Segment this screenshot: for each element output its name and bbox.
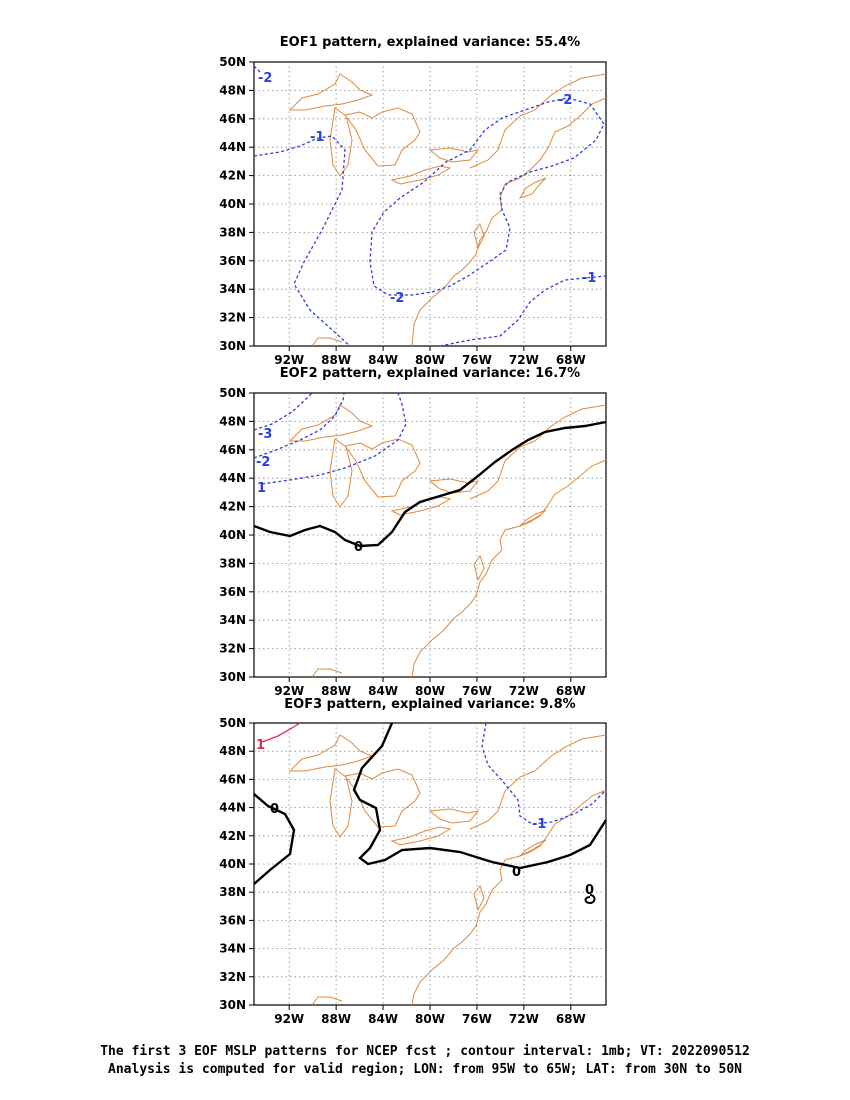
contour-label: -2 — [258, 71, 272, 86]
contour-label: 0 — [354, 540, 363, 555]
longitude-tick-label: 68W — [556, 1012, 586, 1026]
longitude-tick-label: 76W — [462, 353, 492, 367]
latitude-tick-label: 50N — [219, 716, 246, 730]
latitude-tick-label: 48N — [219, 414, 246, 428]
latitude-tick-label: 48N — [219, 744, 246, 758]
latitude-tick-label: 32N — [219, 311, 246, 325]
contour-label: -1 — [532, 817, 546, 832]
eof1-map: -2 -1 -2 -2 -1 30N 32N 34N 36N 38N 40N 42N 44N 4… — [219, 55, 607, 367]
longitude-tick-label: 88W — [321, 684, 351, 698]
figure-caption-line-2: Analysis is computed for valid region; L… — [108, 1062, 742, 1077]
contour-label: 0 — [585, 883, 594, 898]
coastline — [288, 404, 607, 678]
latitude-tick-label: 34N — [219, 613, 246, 627]
zero-contour-small-loop — [584, 894, 596, 905]
contour-label: 1 — [256, 738, 265, 753]
contour-lines — [253, 722, 608, 885]
latitude-tick-label: 46N — [219, 772, 246, 786]
longitude-tick-label: 92W — [274, 353, 304, 367]
latitude-tick-label: 38N — [219, 885, 246, 899]
latitude-tick-label: 50N — [219, 55, 246, 69]
longitude-tick-label: 68W — [556, 684, 586, 698]
longitude-tick-label: 88W — [321, 353, 351, 367]
longitude-tick-label: 80W — [415, 353, 445, 367]
latitude-tick-label: 44N — [219, 140, 246, 154]
longitude-tick-label: 76W — [462, 684, 492, 698]
panel-3-title: EOF3 pattern, explained variance: 9.8% — [284, 697, 576, 712]
contour-labels: -2 -1 -2 -2 -1 — [258, 71, 596, 306]
latitude-tick-label: 38N — [219, 225, 246, 239]
contour-lines — [253, 392, 607, 548]
latitude-tick-label: 30N — [219, 339, 246, 353]
latitude-tick-label: 50N — [219, 386, 246, 400]
latitude-tick-label: 46N — [219, 443, 246, 457]
latitude-tick-label: 40N — [219, 197, 246, 211]
contour-label: -3 — [258, 427, 272, 442]
longitude-tick-label: 88W — [321, 1012, 351, 1026]
latitude-tick-label: 42N — [219, 500, 246, 514]
latitude-tick-label: 36N — [219, 585, 246, 599]
eof3-map: 1 0 0 -1 0 30N 32N 34N 36N 38N 40N 42N 44N 46N 48… — [219, 716, 608, 1026]
latitude-tick-label: 30N — [219, 670, 246, 684]
longitude-tick-label: 72W — [509, 1012, 539, 1026]
map-grid — [249, 722, 606, 1010]
latitude-tick-label: 44N — [219, 471, 246, 485]
longitude-tick-label: 84W — [368, 1012, 398, 1026]
longitude-labels: 92W 88W 84W 80W 76W 72W 68W — [274, 353, 586, 367]
longitude-tick-label: 72W — [509, 684, 539, 698]
latitude-tick-label: 40N — [219, 857, 246, 871]
latitude-tick-label: 44N — [219, 801, 246, 815]
longitude-labels: 92W 88W 84W 80W 76W 72W 68W — [274, 1012, 586, 1026]
contour-label: 0 — [512, 865, 521, 880]
latitude-tick-label: 34N — [219, 282, 246, 296]
latitude-labels: 30N 32N 34N 36N 38N 40N 42N 44N 46N 48N 50N — [219, 55, 246, 353]
eof2-map: -3 -2 1 0 30N 32N 34N 36N 38N 40N 42N 44N 46N 48N… — [219, 386, 607, 698]
longitude-tick-label: 92W — [274, 684, 304, 698]
coastline — [288, 73, 607, 347]
latitude-labels: 30N 32N 34N 36N 38N 40N 42N 44N 46N 48N 50N — [219, 716, 246, 1012]
latitude-tick-label: 46N — [219, 112, 246, 126]
panel-1-title: EOF1 pattern, explained variance: 55.4% — [279, 35, 581, 50]
longitude-tick-label: 68W — [556, 353, 586, 367]
longitude-tick-label: 84W — [368, 353, 398, 367]
coastline — [288, 734, 607, 1006]
latitude-tick-label: 48N — [219, 83, 246, 97]
longitude-labels: 92W 88W 84W 80W 76W 72W 68W — [274, 684, 586, 698]
latitude-tick-label: 30N — [219, 998, 246, 1012]
contour-label: -2 — [256, 455, 270, 470]
latitude-tick-label: 32N — [219, 970, 246, 984]
latitude-tick-label: 42N — [219, 169, 246, 183]
figure-caption-line-1: The first 3 EOF MSLP patterns for NCEP f… — [100, 1044, 750, 1059]
contour-labels: 1 0 0 -1 0 — [256, 738, 594, 898]
longitude-tick-label: 80W — [415, 1012, 445, 1026]
latitude-labels: 30N 32N 34N 36N 38N 40N 42N 44N 46N 48N 50N — [219, 386, 246, 684]
latitude-tick-label: 40N — [219, 528, 246, 542]
latitude-tick-label: 34N — [219, 942, 246, 956]
contour-lines — [253, 65, 607, 347]
latitude-tick-label: 36N — [219, 254, 246, 268]
longitude-tick-label: 92W — [274, 1012, 304, 1026]
longitude-tick-label: 84W — [368, 684, 398, 698]
contour-label: -2 — [558, 93, 572, 108]
contour-labels: -3 -2 1 0 — [256, 427, 363, 555]
longitude-tick-label: 76W — [462, 1012, 492, 1026]
longitude-tick-label: 72W — [509, 353, 539, 367]
latitude-tick-label: 36N — [219, 913, 246, 927]
contour-label: -1 — [310, 130, 324, 145]
latitude-tick-label: 38N — [219, 556, 246, 570]
contour-label: 1 — [257, 481, 266, 496]
latitude-tick-label: 32N — [219, 642, 246, 656]
longitude-tick-label: 80W — [415, 684, 445, 698]
latitude-tick-label: 42N — [219, 829, 246, 843]
panel-2-title: EOF2 pattern, explained variance: 16.7% — [279, 366, 581, 381]
contour-label: -1 — [582, 271, 596, 286]
contour-label: 0 — [270, 802, 279, 817]
contour-label: -2 — [390, 291, 404, 306]
